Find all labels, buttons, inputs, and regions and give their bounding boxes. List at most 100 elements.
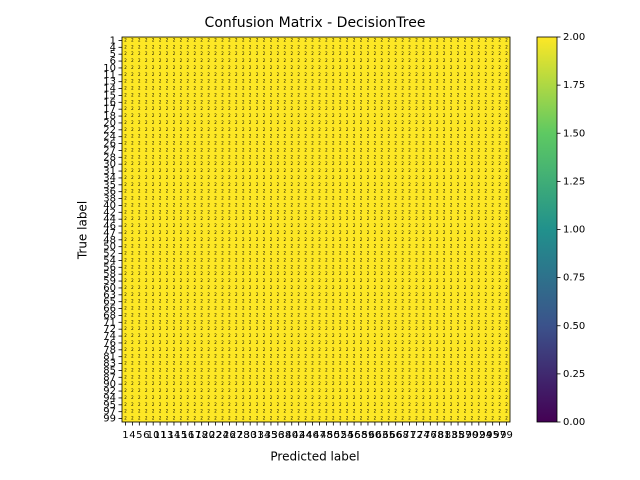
cell-label: 2 — [235, 113, 238, 118]
cell-label: 2 — [505, 86, 508, 91]
cell — [364, 50, 372, 58]
cell-label: 2 — [193, 168, 196, 173]
cell-label: 2 — [173, 58, 176, 63]
cell-label: 2 — [131, 79, 134, 84]
cell-label: 2 — [124, 251, 127, 256]
cell-label: 2 — [284, 202, 287, 207]
cell-label: 2 — [311, 37, 314, 42]
cell-label: 2 — [436, 154, 439, 159]
cell-label: 2 — [145, 182, 148, 187]
cell-label: 2 — [263, 154, 266, 159]
cell-label: 2 — [498, 99, 501, 104]
cell-label: 2 — [193, 244, 196, 249]
cell-label: 2 — [408, 51, 411, 56]
cell-label: 2 — [505, 65, 508, 70]
cell-label: 2 — [360, 141, 363, 146]
cell — [309, 71, 317, 79]
cell-label: 2 — [457, 202, 460, 207]
cell-label: 2 — [505, 189, 508, 194]
cell — [413, 37, 421, 45]
cell-label: 2 — [471, 106, 474, 111]
cell-label: 2 — [367, 113, 370, 118]
cell-label: 2 — [353, 86, 356, 91]
cell-label: 2 — [429, 244, 432, 249]
cell-label: 2 — [173, 230, 176, 235]
cell — [433, 57, 442, 65]
cell-label: 2 — [505, 154, 508, 159]
cell-label: 2 — [256, 161, 259, 166]
cell-label: 2 — [270, 51, 273, 56]
cell-label: 2 — [374, 216, 377, 221]
cell-label: 2 — [387, 168, 390, 173]
cell — [503, 37, 511, 45]
cell-label: 2 — [415, 92, 418, 97]
cell-label: 2 — [187, 175, 190, 180]
cell-label: 2 — [484, 209, 487, 214]
cell-label: 2 — [429, 161, 432, 166]
cell-label: 2 — [325, 154, 328, 159]
cell-label: 2 — [228, 44, 231, 49]
cell-label: 2 — [450, 209, 453, 214]
cell — [260, 64, 268, 72]
cell-label: 2 — [401, 51, 404, 56]
cell-label: 2 — [263, 189, 266, 194]
cell-label: 2 — [221, 92, 224, 97]
cell — [225, 57, 234, 65]
cell-label: 2 — [429, 141, 432, 146]
cell-label: 2 — [381, 120, 384, 125]
cell-label: 2 — [505, 141, 508, 146]
cell-label: 2 — [436, 92, 439, 97]
cell-label: 2 — [318, 216, 321, 221]
cell-label: 2 — [464, 168, 467, 173]
cell-label: 2 — [166, 120, 169, 125]
cell-label: 2 — [422, 92, 425, 97]
cell-label: 2 — [401, 79, 404, 84]
cell-label: 2 — [332, 161, 335, 166]
cell-label: 2 — [145, 147, 148, 152]
cell-label: 2 — [124, 161, 127, 166]
cell — [440, 50, 448, 58]
cell-label: 2 — [270, 79, 273, 84]
cell — [489, 64, 497, 72]
cell — [454, 43, 462, 52]
cell-label: 2 — [415, 257, 418, 262]
cell-label: 2 — [374, 92, 377, 97]
cell-label: 2 — [277, 257, 280, 262]
cell — [274, 37, 282, 45]
cell-label: 2 — [166, 189, 169, 194]
cell-label: 2 — [318, 58, 321, 63]
cell-label: 2 — [214, 51, 217, 56]
cell-label: 2 — [221, 230, 224, 235]
cell-label: 2 — [277, 99, 280, 104]
cell — [239, 37, 248, 45]
cell-label: 2 — [484, 237, 487, 242]
cell-label: 2 — [387, 113, 390, 118]
cell-label: 2 — [339, 58, 342, 63]
cell-label: 2 — [429, 127, 432, 132]
cell-label: 2 — [318, 230, 321, 235]
cell-label: 2 — [235, 79, 238, 84]
cell-label: 2 — [401, 196, 404, 201]
cell-label: 2 — [332, 237, 335, 242]
cell-label: 2 — [484, 106, 487, 111]
cell-label: 2 — [478, 113, 481, 118]
cell-label: 2 — [353, 44, 356, 49]
cell-label: 2 — [464, 161, 467, 166]
cell-label: 2 — [471, 51, 474, 56]
cell-label: 2 — [484, 257, 487, 262]
cell-label: 2 — [159, 251, 162, 256]
cell-label: 2 — [367, 86, 370, 91]
cell-label: 2 — [360, 202, 363, 207]
cell — [433, 71, 442, 79]
cell-label: 2 — [339, 230, 342, 235]
cell — [128, 64, 137, 72]
cell — [399, 64, 407, 72]
cell-label: 2 — [415, 79, 418, 84]
cell — [433, 50, 442, 58]
cell-label: 2 — [436, 182, 439, 187]
cell-label: 2 — [422, 161, 425, 166]
cell — [281, 43, 289, 52]
cell — [260, 71, 268, 79]
cell-label: 2 — [124, 79, 127, 84]
cell-label: 2 — [498, 51, 501, 56]
